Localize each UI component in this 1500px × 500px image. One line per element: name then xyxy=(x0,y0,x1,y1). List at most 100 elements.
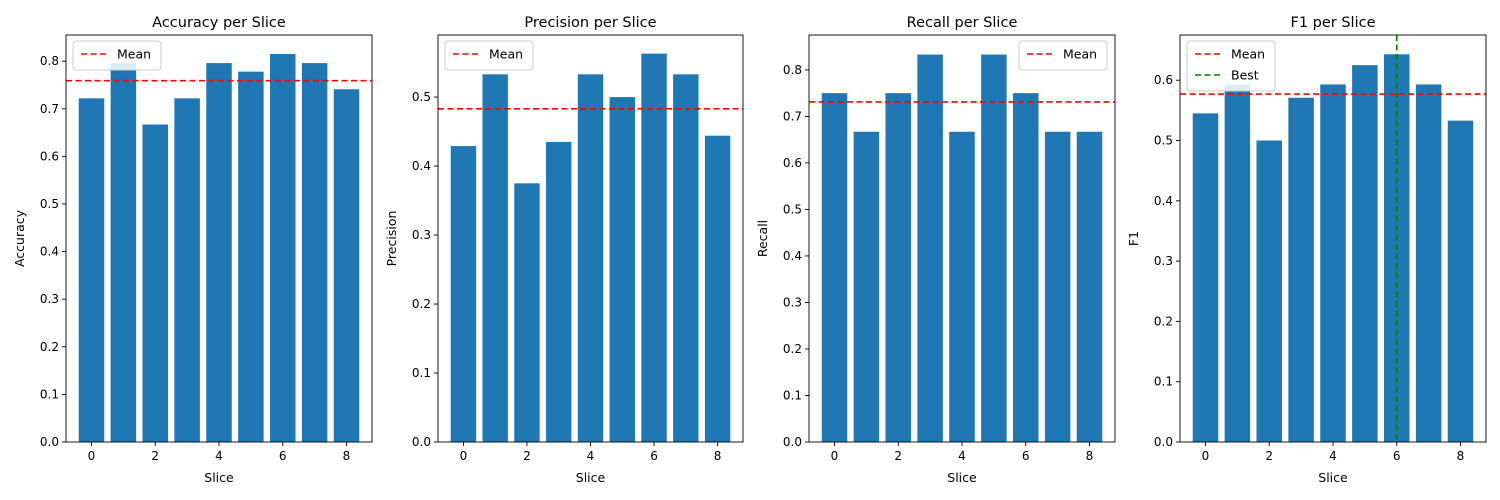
y-tick-label: 0.3 xyxy=(40,292,59,306)
y-tick-label: 0.3 xyxy=(783,295,802,309)
y-axis-label: F1 xyxy=(1126,231,1141,246)
legend-entry-mean-label: Mean xyxy=(117,47,151,62)
bar-slice-4 xyxy=(949,131,975,442)
x-tick-label: 0 xyxy=(88,449,96,463)
x-tick-label: 4 xyxy=(958,449,966,463)
x-tick-label: 6 xyxy=(1022,449,1030,463)
legend-entry-mean-label: Mean xyxy=(489,47,523,62)
bar-slice-8 xyxy=(704,135,731,442)
chart-panel-0: 0.0 0.1 0.2 0.3 0.4 0.5 0.6 0.7 0.8 0 2 4 6 8 Accuracy… xyxy=(12,15,373,485)
y-tick-label: 0.8 xyxy=(783,63,802,77)
y-tick-label: 0.0 xyxy=(40,435,59,449)
chart-panel-3: 0.0 0.1 0.2 0.3 0.4 0.5 0.6 0 2 4 6 8 F1 per Slice Sl… xyxy=(1126,15,1487,485)
y-tick-label: 0.0 xyxy=(1154,435,1173,449)
y-tick-label: 0.2 xyxy=(783,342,802,356)
x-tick-label: 0 xyxy=(831,449,839,463)
y-tick-label: 0.5 xyxy=(40,197,59,211)
x-axis-label: Slice xyxy=(1318,470,1348,485)
bar-slice-3 xyxy=(546,141,572,443)
y-tick-label: 0.0 xyxy=(412,435,431,449)
bar-slice-8 xyxy=(333,89,360,443)
bar-slice-5 xyxy=(609,97,635,442)
x-tick-label: 2 xyxy=(1265,449,1273,463)
y-tick-label: 0.3 xyxy=(412,228,431,242)
x-tick-label: 2 xyxy=(523,449,531,463)
legend: Mean xyxy=(72,40,162,71)
chart-title: Precision per Slice xyxy=(524,15,656,31)
x-tick-label: 4 xyxy=(1329,449,1337,463)
x-tick-label: 8 xyxy=(1457,449,1465,463)
chart-title: Accuracy per Slice xyxy=(152,15,286,31)
y-tick-label: 0.3 xyxy=(1154,254,1173,268)
legend-box xyxy=(444,40,534,71)
x-tick-label: 6 xyxy=(650,449,658,463)
x-tick-label: 8 xyxy=(1086,449,1094,463)
y-tick-label: 0.2 xyxy=(40,340,59,354)
y-tick-label: 0.8 xyxy=(40,54,59,68)
legend-entry-mean-label: Mean xyxy=(1231,47,1265,62)
y-axis-label: Accuracy xyxy=(12,209,27,267)
bar-slice-7 xyxy=(1415,84,1442,442)
bar-slice-5 xyxy=(981,54,1007,442)
chart-panel-1: 0.0 0.1 0.2 0.3 0.4 0.5 0 2 4 6 8 Precision per Sli… xyxy=(384,15,744,485)
bar-slice-2 xyxy=(885,93,911,442)
bar-slice-0 xyxy=(450,146,477,442)
x-axis-label: Slice xyxy=(947,470,977,485)
y-axis-label: Precision xyxy=(384,211,399,267)
y-tick-label: 0.7 xyxy=(783,109,802,123)
bar-slice-0 xyxy=(78,98,105,442)
legend-box xyxy=(72,40,162,71)
y-tick-label: 0.2 xyxy=(1154,314,1173,328)
x-tick-label: 8 xyxy=(714,449,722,463)
y-tick-label: 0.7 xyxy=(40,102,59,116)
x-tick-label: 8 xyxy=(343,449,351,463)
chart-title: F1 per Slice xyxy=(1290,15,1375,31)
y-tick-label: 0.6 xyxy=(1154,73,1173,87)
bar-slice-4 xyxy=(577,74,604,442)
bar-slice-0 xyxy=(1192,113,1219,442)
y-tick-label: 0.4 xyxy=(783,249,802,263)
x-tick-label: 6 xyxy=(279,449,287,463)
bar-slice-7 xyxy=(673,74,699,442)
bar-slice-6 xyxy=(1013,93,1039,442)
bar-slice-1 xyxy=(482,74,508,442)
y-tick-label: 0.1 xyxy=(412,366,431,380)
y-tick-label: 0.5 xyxy=(783,202,802,216)
bar-slice-8 xyxy=(1076,131,1103,442)
bar-slice-3 xyxy=(917,54,943,442)
x-tick-label: 2 xyxy=(894,449,902,463)
bar-slice-2 xyxy=(1256,140,1282,442)
bar-slice-8 xyxy=(1447,120,1474,443)
bar-slice-1 xyxy=(1224,84,1251,442)
x-tick-label: 2 xyxy=(151,449,159,463)
legend-entry-best-label: Best xyxy=(1231,68,1259,83)
y-tick-label: 0.4 xyxy=(412,159,431,173)
legend-entry-mean-label: Mean xyxy=(1063,47,1097,62)
bar-slice-5 xyxy=(238,71,264,443)
legend: Mean Best xyxy=(1186,40,1276,92)
y-tick-label: 0.1 xyxy=(1154,375,1173,389)
x-tick-label: 4 xyxy=(587,449,595,463)
bar-slice-2 xyxy=(514,183,540,442)
y-tick-label: 0.1 xyxy=(40,387,59,401)
bar-slice-3 xyxy=(1288,97,1314,443)
bar-slice-4 xyxy=(1320,84,1346,442)
x-tick-label: 6 xyxy=(1393,449,1401,463)
bar-slice-6 xyxy=(270,54,296,442)
legend-box xyxy=(1018,40,1108,71)
y-tick-label: 0.2 xyxy=(412,297,431,311)
y-tick-label: 0.1 xyxy=(783,388,802,402)
bar-slice-7 xyxy=(301,63,328,443)
x-axis-label: Slice xyxy=(204,470,234,485)
bar-slice-2 xyxy=(142,124,168,443)
y-tick-label: 0.5 xyxy=(412,90,431,104)
bar-slice-5 xyxy=(1352,65,1378,443)
y-tick-label: 0.4 xyxy=(40,245,59,259)
y-tick-label: 0.0 xyxy=(783,435,802,449)
y-tick-label: 0.6 xyxy=(783,156,802,170)
x-tick-label: 4 xyxy=(215,449,223,463)
bar-slice-1 xyxy=(853,131,880,442)
chart-title: Recall per Slice xyxy=(907,15,1018,31)
x-axis-label: Slice xyxy=(576,470,606,485)
